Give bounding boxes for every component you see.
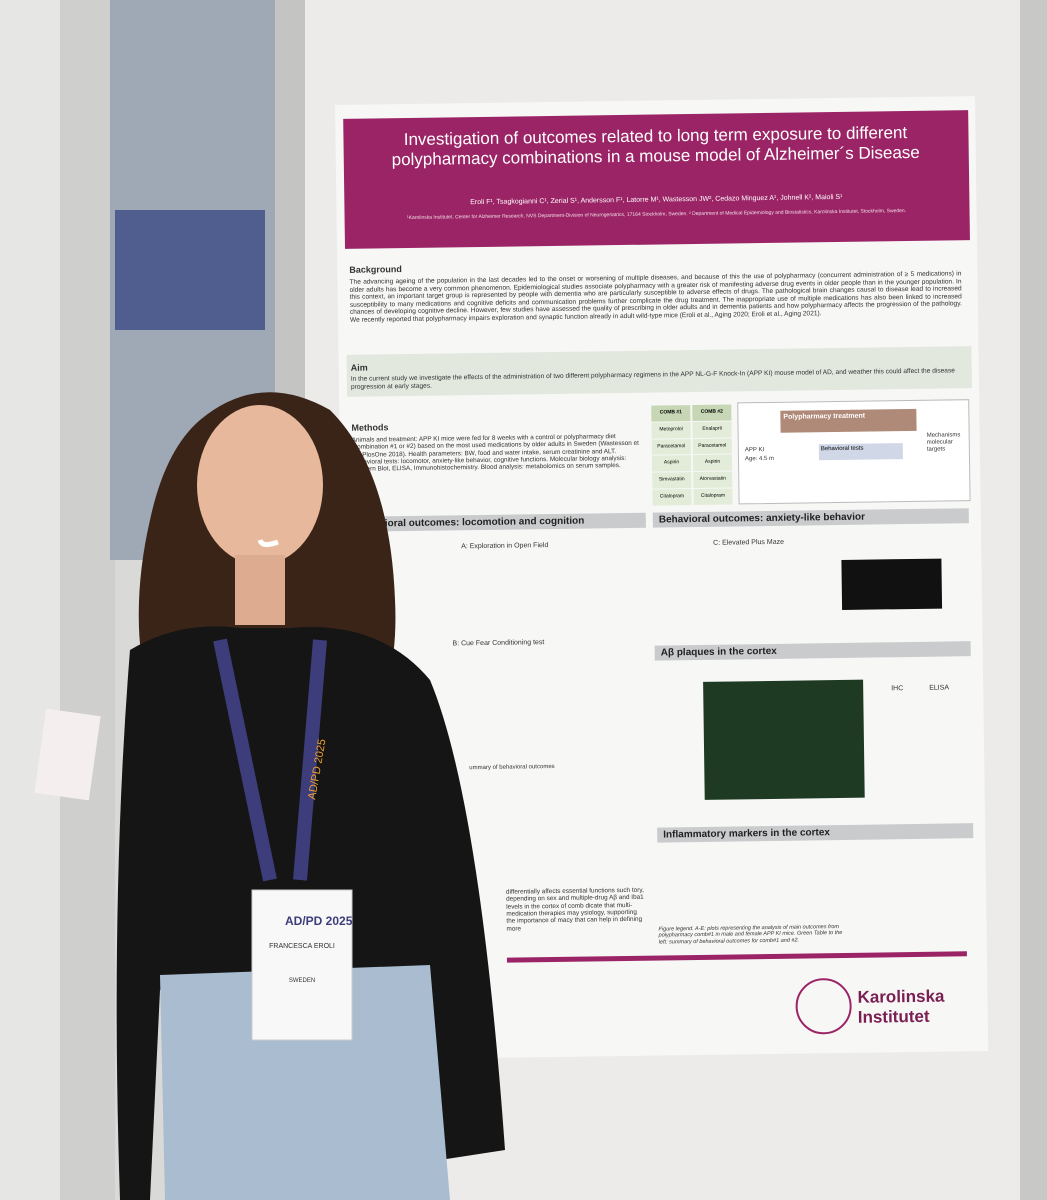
jeans: [160, 965, 450, 1200]
face: [197, 405, 323, 565]
badge-name: FRANCESCA EROLI: [269, 943, 335, 950]
badge-event: AD/PD 2025: [285, 914, 353, 928]
pillar: [60, 0, 115, 1200]
lanyard-strap: [213, 638, 327, 882]
neck: [235, 555, 285, 625]
window: [115, 210, 265, 330]
badge-country: SWEDEN: [289, 978, 315, 984]
frame-right: [1020, 0, 1047, 1200]
smile: [257, 539, 279, 548]
badge: [251, 889, 353, 1041]
